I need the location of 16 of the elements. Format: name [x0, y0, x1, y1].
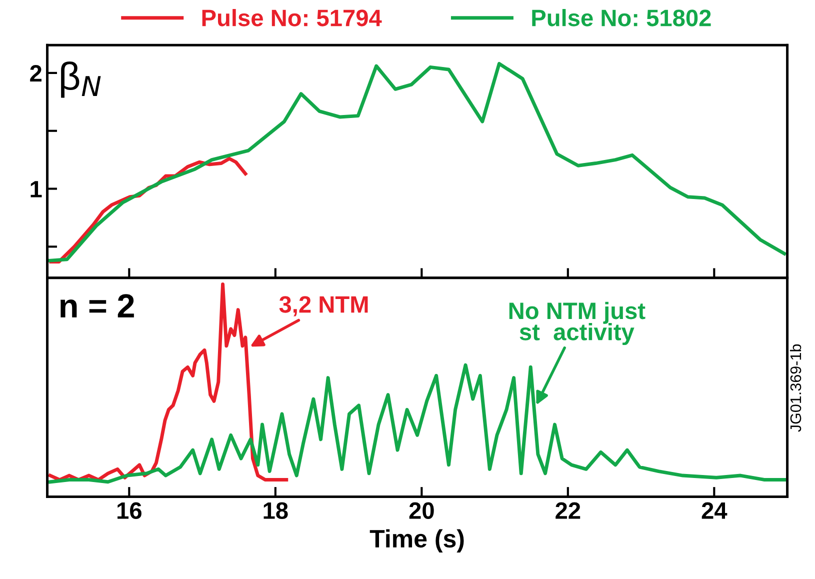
legend-label: Pulse No: 51794	[202, 8, 382, 26]
x-tick-label: 20	[409, 502, 434, 519]
y-axis-title: n = 2	[60, 294, 134, 318]
x-tick-label: 18	[264, 502, 288, 519]
x-axis-title: Time (s)	[370, 529, 464, 553]
y-tick-label: 2	[30, 65, 42, 82]
x-tick-label: 24	[702, 502, 728, 519]
annotation: 3,2 NTM	[279, 296, 368, 316]
text: JG01.369-1b	[790, 344, 802, 432]
y-tick-label: 1	[30, 181, 42, 198]
annotation: No NTM just st activity	[509, 302, 646, 346]
legend-label: Pulse No: 51802	[532, 8, 711, 26]
line-series	[48, 62, 786, 262]
x-tick-label: 22	[556, 502, 580, 519]
x-tick-label: 16	[118, 502, 142, 519]
y-axis-title: β$_{N}$	[61, 61, 101, 98]
